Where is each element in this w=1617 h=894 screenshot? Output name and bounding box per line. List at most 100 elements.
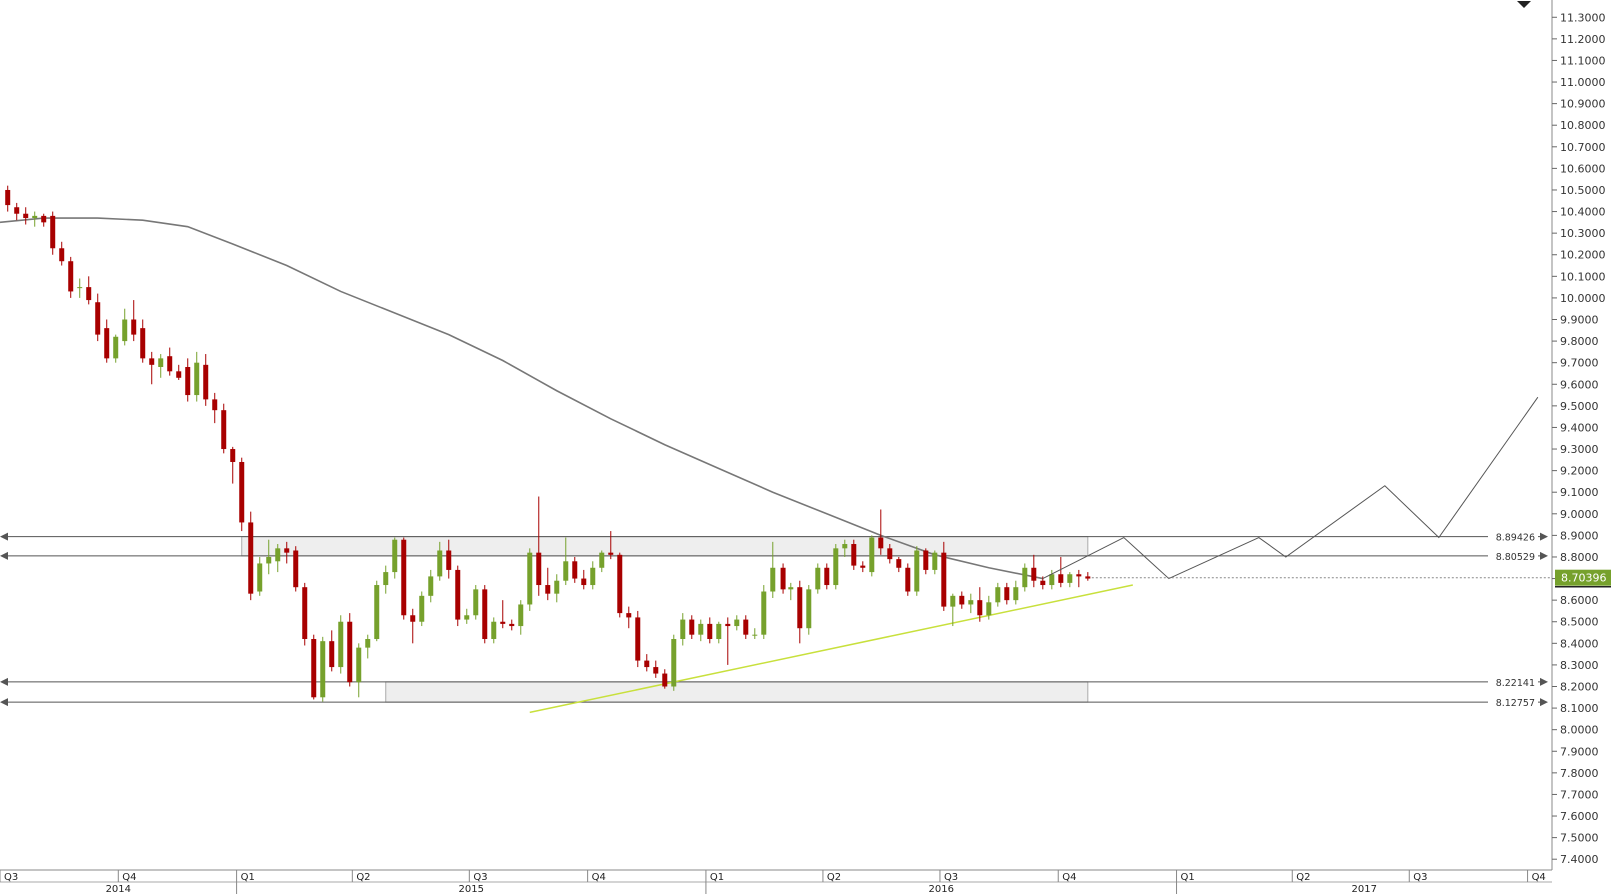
candle-body: [797, 587, 803, 629]
candle-105: [950, 593, 956, 627]
candle-body: [599, 552, 605, 568]
year-label: 2014: [106, 884, 131, 894]
candle-body: [986, 602, 992, 616]
candle-116: [1049, 569, 1055, 590]
candle-22: [203, 354, 209, 406]
candle-50: [455, 565, 461, 627]
candle-84: [761, 585, 767, 640]
candle-118: [1067, 572, 1073, 588]
candle-34: [311, 634, 317, 700]
candle-111: [1004, 582, 1010, 605]
candle-81: [734, 615, 740, 631]
current-price-box: [1555, 569, 1611, 586]
candle-body: [248, 522, 254, 594]
candle-body: [194, 362, 200, 396]
candle-body: [995, 587, 1001, 603]
trendline-layer: [529, 584, 1133, 714]
candle-body: [230, 449, 236, 462]
level-label-bg: [1488, 529, 1538, 543]
candle-110: [995, 582, 1001, 607]
candle-30: [275, 544, 281, 573]
candle-70: [635, 610, 641, 668]
candle-55: [500, 600, 506, 629]
candle-body: [86, 287, 92, 301]
level-label-1: 8.80529: [1496, 552, 1535, 563]
quarter-label: Q2: [1296, 872, 1310, 883]
candle-82: [743, 615, 749, 640]
y-tick-label: 8.4000: [1560, 637, 1599, 650]
y-tick-label: 8.9000: [1560, 529, 1599, 542]
candle-113: [1022, 563, 1028, 592]
y-tick-label: 10.9000: [1560, 98, 1606, 111]
quarter-label: Q1: [241, 872, 255, 883]
candle-58: [527, 548, 533, 611]
candle-6: [59, 241, 65, 266]
candle-body: [23, 213, 29, 219]
candle-body: [437, 550, 443, 577]
candle-71: [644, 654, 650, 672]
candle-body: [113, 336, 119, 359]
candle-body: [617, 554, 623, 614]
candle-body: [977, 600, 983, 616]
candle-108: [977, 587, 983, 622]
candle-63: [572, 556, 578, 583]
candle-93: [842, 539, 848, 557]
candle-body: [788, 587, 794, 590]
candle-body: [221, 410, 227, 450]
candle-73: [662, 669, 668, 689]
level-label-bg: [1488, 674, 1538, 688]
candle-87: [788, 582, 794, 601]
candle-body: [473, 589, 479, 616]
level-label-3: 8.12757: [1496, 698, 1535, 709]
candle-body: [1067, 574, 1073, 583]
candle-88: [797, 580, 803, 644]
candle-100: [905, 563, 911, 596]
candle-27: [248, 511, 254, 601]
candle-body: [293, 550, 299, 588]
candle-body: [950, 595, 956, 607]
candle-body: [347, 621, 353, 683]
candle-body: [212, 399, 218, 411]
candle-body: [608, 552, 614, 555]
candle-49: [446, 539, 452, 579]
candle-body: [780, 567, 786, 590]
candle-body: [410, 615, 416, 622]
candle-3: [32, 211, 38, 227]
candle-body: [680, 619, 686, 640]
menu-triangle-icon[interactable]: [1517, 1, 1531, 8]
y-tick-label: 9.6000: [1560, 378, 1599, 391]
candle-51: [464, 608, 470, 624]
plot-background: [0, 0, 1552, 870]
candle-body: [32, 215, 38, 219]
candle-79: [716, 621, 722, 644]
candle-body: [158, 358, 164, 367]
candle-29: [266, 539, 272, 575]
candle-0: [5, 185, 11, 212]
candle-body: [257, 563, 263, 592]
candle-106: [959, 591, 965, 609]
candle-23: [212, 392, 218, 424]
candles-layer: [5, 185, 1091, 702]
candle-body: [140, 328, 146, 359]
candle-body: [923, 550, 929, 570]
candle-40: [365, 634, 371, 659]
candle-72: [653, 660, 659, 678]
candle-109: [986, 595, 992, 620]
candle-13: [122, 308, 128, 346]
candle-25: [230, 446, 236, 484]
y-tick-label: 7.4000: [1560, 853, 1599, 866]
year-label: 2017: [1352, 884, 1377, 894]
projection-layer: [1042, 396, 1539, 580]
candle-body: [725, 623, 731, 627]
candle-59: [536, 496, 542, 596]
candle-89: [806, 585, 812, 635]
candle-body: [50, 215, 56, 249]
candle-64: [581, 569, 587, 590]
candle-body: [464, 615, 470, 620]
quarter-label: Q2: [827, 872, 841, 883]
zones-layer: [241, 536, 1089, 703]
candle-body: [671, 639, 677, 687]
candle-body: [563, 561, 569, 581]
moving-average-line: [0, 217, 1043, 580]
quarter-label: Q4: [1062, 872, 1076, 883]
